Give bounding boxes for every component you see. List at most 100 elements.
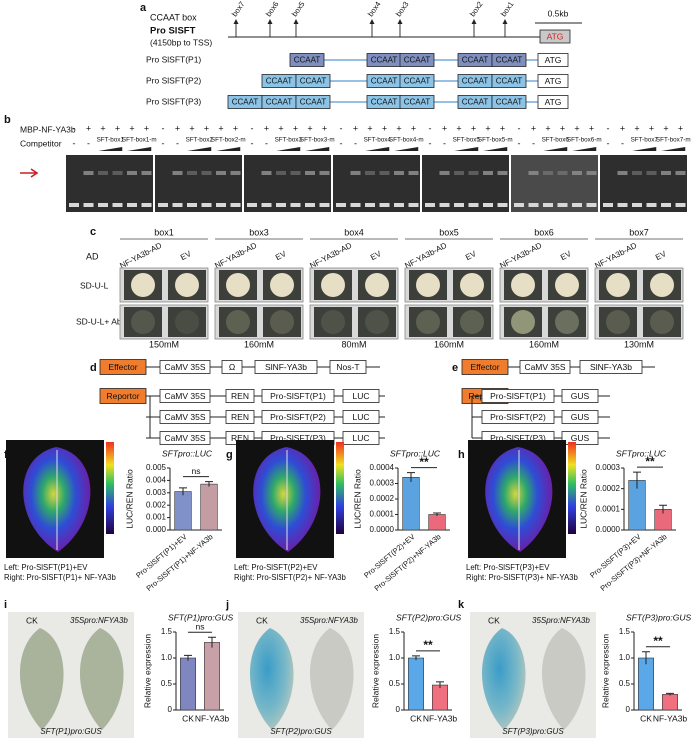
band [483,171,493,175]
sign: - [162,123,165,133]
construct-label: Pro SlSFT(P1) [146,54,201,64]
element: CaMV 35S [164,433,205,443]
wedge [127,147,152,151]
well [263,307,301,337]
colony [321,310,345,334]
probe-label: SFT-box2 [186,137,214,144]
probe-label: SFT-box5 [453,137,481,144]
band [543,171,553,175]
probe-label: SFT-box5-m [478,137,513,144]
y-tick-label: 1.5 [619,627,631,636]
photo-label: CK [488,615,500,625]
sign: + [620,123,625,133]
leaf-caption: Right: Pro-SlSFT(P2)+ NF-YA3b [234,573,347,582]
wedge [365,147,390,151]
ccaat: CCAAT [462,56,489,65]
leaf [19,628,64,730]
band [557,171,568,175]
sign: + [471,123,476,133]
leaf-caption: Left: Pro-SlSFT(P1)+EV [4,563,88,572]
band [230,171,241,175]
ccaat-box [491,53,527,67]
bar [180,657,196,711]
sign: + [175,123,180,133]
y-tick-label: 1.5 [389,627,401,636]
band [290,171,301,175]
well [124,307,162,337]
arrow-head [233,19,239,24]
box-label: box7 [230,0,247,18]
probe-label: SFT-box1-m [122,137,157,144]
element: Ω [229,362,235,372]
element-box [481,389,555,403]
free-probe [514,203,524,207]
sign: - [607,123,610,133]
colony [226,310,250,334]
free-probe [379,203,390,207]
chart-title: SFTpro::LUC [616,448,667,458]
significance: ns [196,621,205,631]
y-tick-label: 0.5 [619,679,631,688]
x-tick-label: NF-YA3b [423,713,458,723]
band [112,171,123,175]
band [216,171,226,175]
probe-label: SFT-box4 [364,137,392,144]
tss-label: (4150bp to TSS) [150,37,212,47]
band [201,171,212,175]
ccaat: CCAAT [266,77,293,86]
element-box [519,360,571,374]
element: SlNF-YA3b [265,362,307,372]
free-probe [675,203,686,207]
free-probe [216,203,226,207]
wedge [276,147,301,151]
sign: - [429,138,432,148]
sign: + [204,123,209,133]
atg-box [537,74,569,88]
ccaat: CCAAT [404,98,431,107]
ccaat: CCAAT [404,77,431,86]
ccaat: CCAAT [371,98,398,107]
wedge [98,147,123,151]
band [586,171,597,175]
photo-label: SFT(P2)pro:GUS [270,727,332,736]
element: LUC [352,412,369,422]
ccaat: CCAAT [371,77,398,86]
sign: + [649,123,654,133]
sign: + [442,123,447,133]
significance: ** [653,634,663,648]
colony [175,310,199,334]
ad-name: NF-YA3b-AD [403,241,448,271]
significance: ** [419,455,429,469]
atg: ATG [545,97,562,107]
box-label: box5 [439,227,459,237]
sign: - [73,138,76,148]
colony [606,310,630,334]
y-axis-label: Relative expression [370,634,380,708]
free-probe [661,203,671,207]
sign: - [518,138,521,148]
sign: - [251,138,254,148]
sign: + [129,123,134,133]
ccaat: CCAAT [266,98,293,107]
band [276,171,286,175]
error-bar [407,472,415,482]
y-tick-label: 1.0 [619,653,631,662]
element: Pro-SlSFT(P3) [490,433,546,443]
box-label: box2 [468,0,485,18]
element: CaMV 35S [164,412,205,422]
error-bar [659,504,667,514]
color-bar [568,442,576,534]
well [453,307,491,337]
well [409,307,447,337]
y-tick-label: 0 [168,705,173,714]
arrow-head [502,19,508,24]
free-probe [350,203,361,207]
wedge [216,147,241,151]
ccaat: CCAAT [496,77,523,86]
element: REN [231,412,249,422]
photo-label: 35Spro:NFYA3b [70,616,128,625]
box-label: box1 [499,0,516,18]
element: GUS [571,433,590,443]
scale-label: 0.5kb [548,8,569,18]
error-bar [208,636,216,648]
